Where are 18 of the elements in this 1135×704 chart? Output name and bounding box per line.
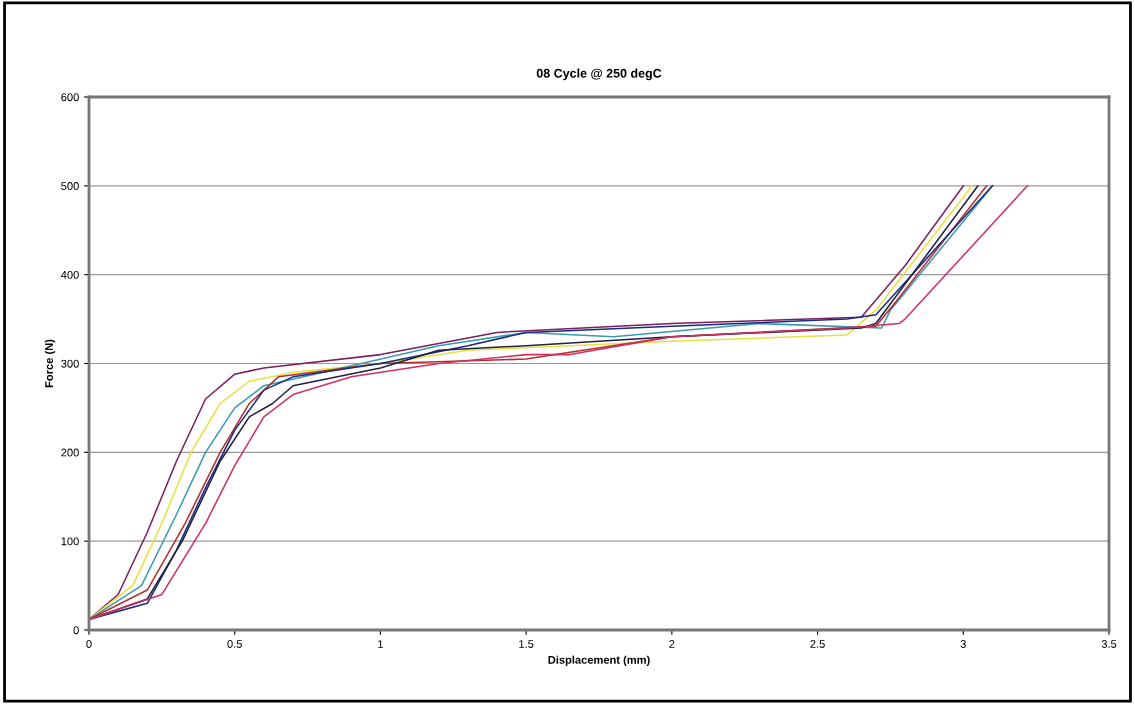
- x-tick-label: 0.5: [227, 640, 242, 648]
- y-axis-title: Force (N): [44, 339, 56, 388]
- y-tick-label: 0: [73, 626, 79, 635]
- x-tick-label: 2: [669, 640, 675, 648]
- y-tick-label: 300: [61, 359, 79, 368]
- x-tick-label: 0: [86, 640, 92, 648]
- y-tick-label: 100: [61, 537, 79, 546]
- chart-title: 08 Cycle @ 250 degC: [536, 68, 662, 81]
- y-tick-label: 500: [61, 182, 79, 190]
- y-tick-label: 600: [61, 93, 79, 102]
- y-tick-label: 400: [61, 270, 79, 279]
- x-tick-label: 3.5: [1101, 640, 1117, 648]
- y-tick-label: 200: [61, 448, 79, 457]
- x-tick-label: 1.5: [519, 640, 534, 648]
- x-axis-title: Displacement (mm): [548, 655, 650, 666]
- x-tick-label: 2.5: [810, 640, 825, 648]
- x-tick-label: 3: [960, 640, 966, 648]
- x-tick-label: 1: [378, 640, 383, 648]
